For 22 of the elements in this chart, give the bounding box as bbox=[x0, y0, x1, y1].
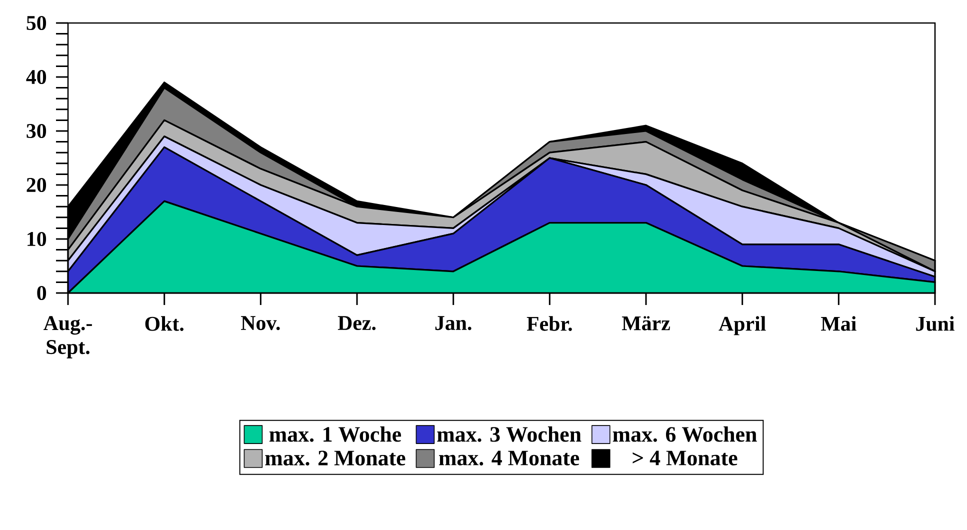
legend-label: max. 6 Wochen bbox=[612, 426, 757, 442]
y-tick-label: 10 bbox=[28, 232, 46, 246]
x-tick-label: Nov. bbox=[241, 316, 280, 330]
x-tick-label: März bbox=[622, 316, 670, 330]
x-tick-label: Aug.- Sept. bbox=[44, 316, 92, 358]
legend-label: max. 2 Monate bbox=[265, 450, 406, 466]
y-tick-label: 40 bbox=[26, 70, 46, 84]
x-tick-label: Jan. bbox=[435, 316, 472, 330]
y-tick-label: 30 bbox=[26, 124, 46, 138]
y-tick-label: 50 bbox=[26, 16, 46, 30]
x-tick-label: Okt. bbox=[145, 316, 184, 331]
x-tick-label: Febr. bbox=[526, 316, 572, 331]
y-tick-label: 0 bbox=[37, 286, 46, 300]
x-tick-label: Juni bbox=[916, 316, 954, 331]
legend-label: > 4 Monate bbox=[632, 450, 738, 466]
x-tick-label: Mai bbox=[821, 316, 856, 331]
legend-label: max. 4 Monate bbox=[439, 450, 580, 466]
x-tick-label: April bbox=[718, 316, 766, 336]
y-tick-label: 20 bbox=[26, 178, 46, 192]
x-tick-label: Dez. bbox=[338, 316, 376, 330]
legend-label: max. 1 Woche bbox=[269, 426, 402, 442]
legend-label: max. 3 Wochen bbox=[437, 426, 582, 442]
